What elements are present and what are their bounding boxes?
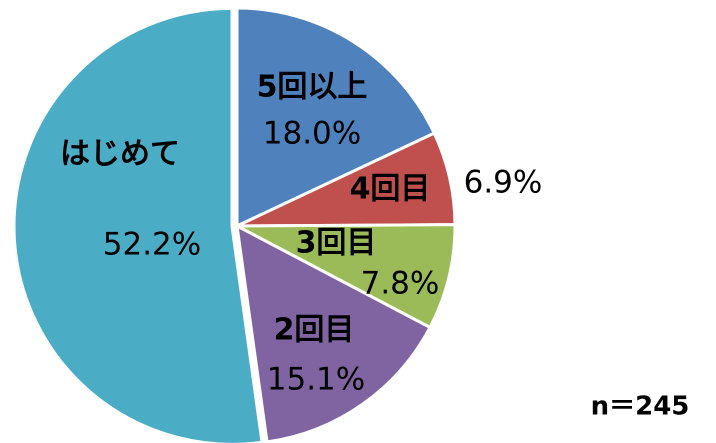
pie-slice bbox=[235, 6, 437, 229]
category-label: 4回目 bbox=[350, 172, 431, 207]
pie-slice bbox=[12, 6, 264, 443]
category-label: はじめて bbox=[60, 137, 180, 172]
value-label: 18.0% bbox=[263, 116, 361, 152]
value-label: 7.8% bbox=[361, 266, 440, 302]
value-label: 6.9% bbox=[464, 165, 543, 201]
pie-slice bbox=[236, 223, 457, 330]
value-label: 52.2% bbox=[103, 227, 201, 263]
category-label: 5回以上 bbox=[257, 70, 368, 105]
category-label: 3回目 bbox=[296, 226, 377, 261]
category-label: 2回目 bbox=[274, 313, 355, 348]
value-label: 15.1% bbox=[267, 362, 365, 398]
annotation: n＝245 bbox=[591, 392, 690, 422]
pie-slice bbox=[235, 223, 433, 443]
